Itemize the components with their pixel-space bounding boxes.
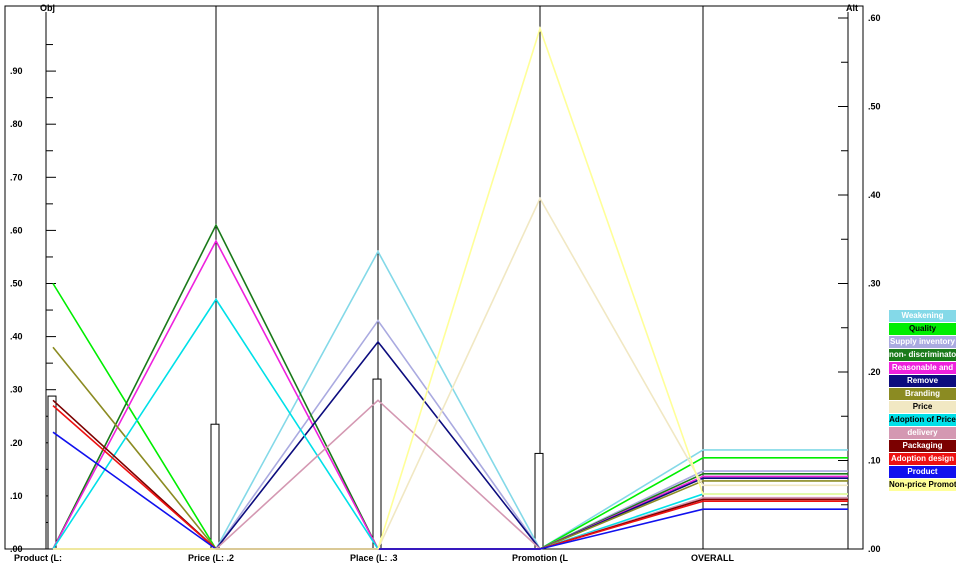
series-line [53, 249, 848, 551]
legend-item: Weakening [889, 310, 956, 322]
left-tick-label: .70 [10, 172, 23, 182]
legend-item: Reasonable and [889, 362, 956, 374]
right-axis-label: Alt [846, 3, 858, 13]
legend-item: non- discriminatory [889, 349, 956, 361]
left-tick-label: .90 [10, 66, 23, 76]
right-tick-label: .50 [868, 102, 881, 112]
criterion-label: Price (L: .2 [188, 553, 234, 563]
right-axis-ticks: .00 .10 .20 .30 .40 .50 .60 [838, 13, 881, 554]
criterion-label: Product (L: [14, 553, 62, 563]
left-tick-label: .60 [10, 225, 23, 235]
right-tick-label: .00 [868, 544, 881, 554]
criterion-label: Promotion (L [512, 553, 568, 563]
legend-item: Adoption design [889, 453, 956, 465]
weight-bars [47, 378, 544, 550]
criterion-weight-bar [534, 452, 544, 550]
legend-item: Branding [889, 388, 956, 400]
left-tick-label: .50 [10, 279, 23, 289]
series-line [53, 196, 848, 550]
series-line [52, 239, 848, 550]
left-tick-label: .10 [10, 491, 23, 501]
legend-item: Price [889, 401, 956, 413]
criterion-label: Place (L: .3 [350, 553, 398, 563]
left-tick-label: .80 [10, 119, 23, 129]
right-tick-label: .60 [868, 13, 881, 23]
series-line [52, 346, 848, 550]
legend-item: Product [889, 466, 956, 478]
right-tick-label: .10 [868, 456, 881, 466]
criterion-weight-bar [210, 423, 220, 550]
legend-item: Quality [889, 323, 956, 335]
criterion-weight-bar [47, 395, 57, 550]
series-lines [52, 26, 848, 551]
legend-item: Supply inventory [889, 336, 956, 348]
left-tick-label: .30 [10, 385, 23, 395]
criteria-axes [215, 6, 704, 549]
legend-item: Packaging [889, 440, 956, 452]
series-line [53, 26, 848, 550]
right-tick-label: .40 [868, 190, 881, 200]
left-tick-label: .40 [10, 332, 23, 342]
left-axis-ticks: .00 .10 .20 .30 .40 .50 .60 .70 .80 .90 [10, 44, 56, 554]
criteria-labels: Product (L: Price (L: .2 Place (L: .3 Promo… [14, 553, 735, 563]
left-tick-label: .20 [10, 438, 23, 448]
plot-frame [4, 5, 864, 550]
legend-item: Non-price Promotion [889, 479, 956, 491]
overall-label: OVERALL [691, 553, 735, 563]
series-line [52, 431, 848, 550]
left-axis-label: Obj [40, 3, 55, 13]
right-tick-label: .30 [868, 279, 881, 289]
legend-item: delivery [889, 427, 956, 439]
right-tick-label: .20 [868, 367, 881, 377]
legend: Weakening Quality Supply inventory non- dis… [889, 310, 956, 492]
left-tick-label: .00 [10, 544, 23, 554]
legend-item: Adoption of Price [889, 414, 956, 426]
legend-item: Remove [889, 375, 956, 387]
